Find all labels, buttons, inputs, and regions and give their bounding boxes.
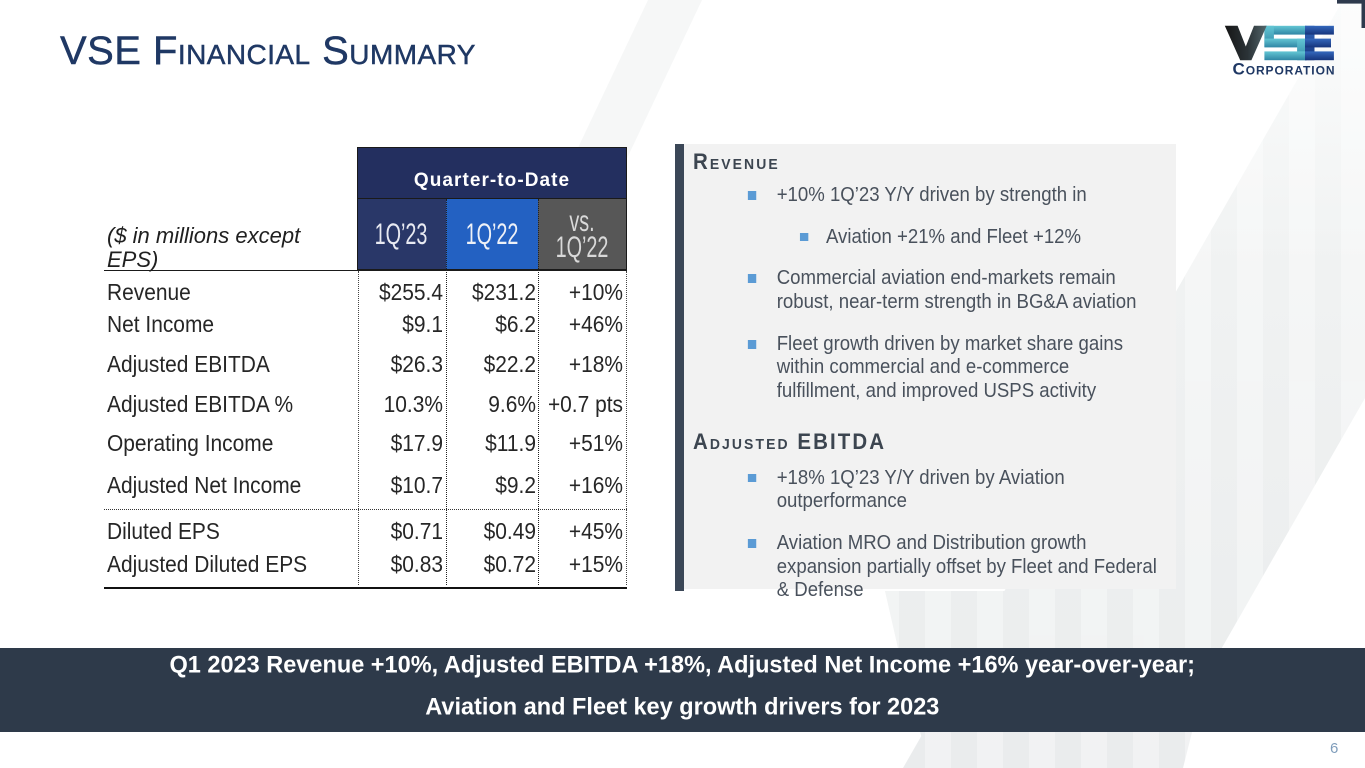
svg-text:Corporation: Corporation <box>1233 60 1335 79</box>
